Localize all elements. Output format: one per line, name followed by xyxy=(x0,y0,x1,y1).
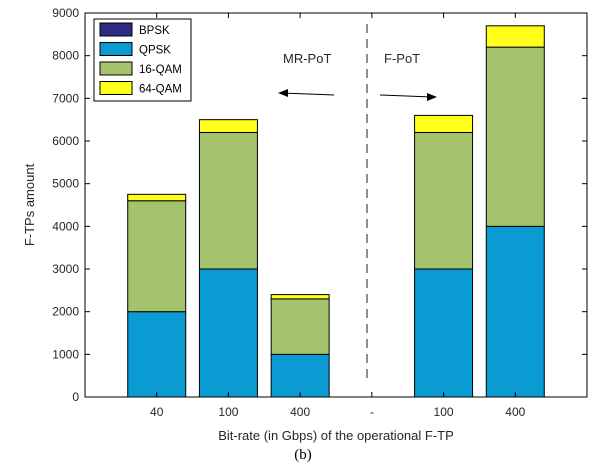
x-axis: 40 100 400 - 100 400 xyxy=(150,13,526,419)
x-tick-label: - xyxy=(370,405,374,419)
figure-caption: (b) xyxy=(294,447,312,463)
right-arrow-head xyxy=(427,93,437,101)
legend-swatch-16-qam xyxy=(99,61,133,76)
y-tick-label: 7000 xyxy=(52,91,79,105)
y-tick-label: 8000 xyxy=(52,49,79,63)
bar-16-qam-5 xyxy=(485,46,545,227)
plot-frame xyxy=(84,12,588,398)
y-tick-label: 9000 xyxy=(52,6,79,20)
bar-16-qam-2 xyxy=(270,298,330,355)
bar-64-qam-1 xyxy=(198,119,258,133)
y-tick-label: 1000 xyxy=(52,347,79,361)
y-tick-label: 4000 xyxy=(52,219,79,233)
bar-qpsk-0 xyxy=(127,311,187,398)
bar-64-qam-0 xyxy=(127,193,187,202)
bars-group xyxy=(127,25,545,398)
legend: BPSK QPSK 16-QAM 64-QAM xyxy=(93,18,192,102)
left-arrow-line xyxy=(281,92,335,96)
legend-label-bpsk: BPSK xyxy=(139,25,170,37)
bar-16-qam-0 xyxy=(127,200,187,313)
x-tick-label: 100 xyxy=(434,405,454,419)
y-tick-label: 3000 xyxy=(52,262,79,276)
bar-64-qam-5 xyxy=(485,25,545,48)
left-region-label: MR-PoT xyxy=(283,51,331,66)
left-arrow-head xyxy=(278,89,288,97)
bar-64-qam-4 xyxy=(414,114,474,133)
bar-16-qam-4 xyxy=(414,131,474,270)
legend-swatch-qpsk xyxy=(99,42,133,56)
right-region-label: F-PoT xyxy=(384,51,420,66)
x-tick-label: 400 xyxy=(290,405,310,419)
bar-qpsk-1 xyxy=(198,268,258,398)
right-arrow-line xyxy=(379,94,433,98)
y-axis: 0 1000 2000 3000 4000 5000 6000 7000 8000 9000 xyxy=(52,6,587,404)
legend-label-64-qam: 64-QAM xyxy=(139,84,182,96)
bar-qpsk-4 xyxy=(414,268,474,398)
legend-label-qpsk: QPSK xyxy=(139,45,171,57)
bar-64-qam-2 xyxy=(270,294,330,300)
y-axis-label: F-TPs amount xyxy=(22,163,37,246)
legend-swatch-bpsk xyxy=(99,22,133,37)
bar-16-qam-1 xyxy=(198,131,258,270)
bar-qpsk-2 xyxy=(270,353,330,398)
legend-label-16-qam: 16-QAM xyxy=(139,64,182,76)
x-tick-label: 400 xyxy=(505,405,525,419)
y-tick-label: 2000 xyxy=(52,305,79,319)
bar-qpsk-5 xyxy=(485,225,545,398)
x-axis-label: Bit-rate (in Gbps) of the operational F-… xyxy=(218,428,454,443)
y-tick-label: 5000 xyxy=(52,177,79,191)
y-tick-label: 0 xyxy=(72,390,79,404)
chart: 0 1000 2000 3000 4000 5000 6000 7000 8000 9000 40… xyxy=(22,6,588,443)
x-tick-label: 40 xyxy=(150,405,164,419)
y-tick-label: 6000 xyxy=(52,134,79,148)
legend-swatch-64-qam xyxy=(99,81,133,95)
x-tick-label: 100 xyxy=(218,405,238,419)
